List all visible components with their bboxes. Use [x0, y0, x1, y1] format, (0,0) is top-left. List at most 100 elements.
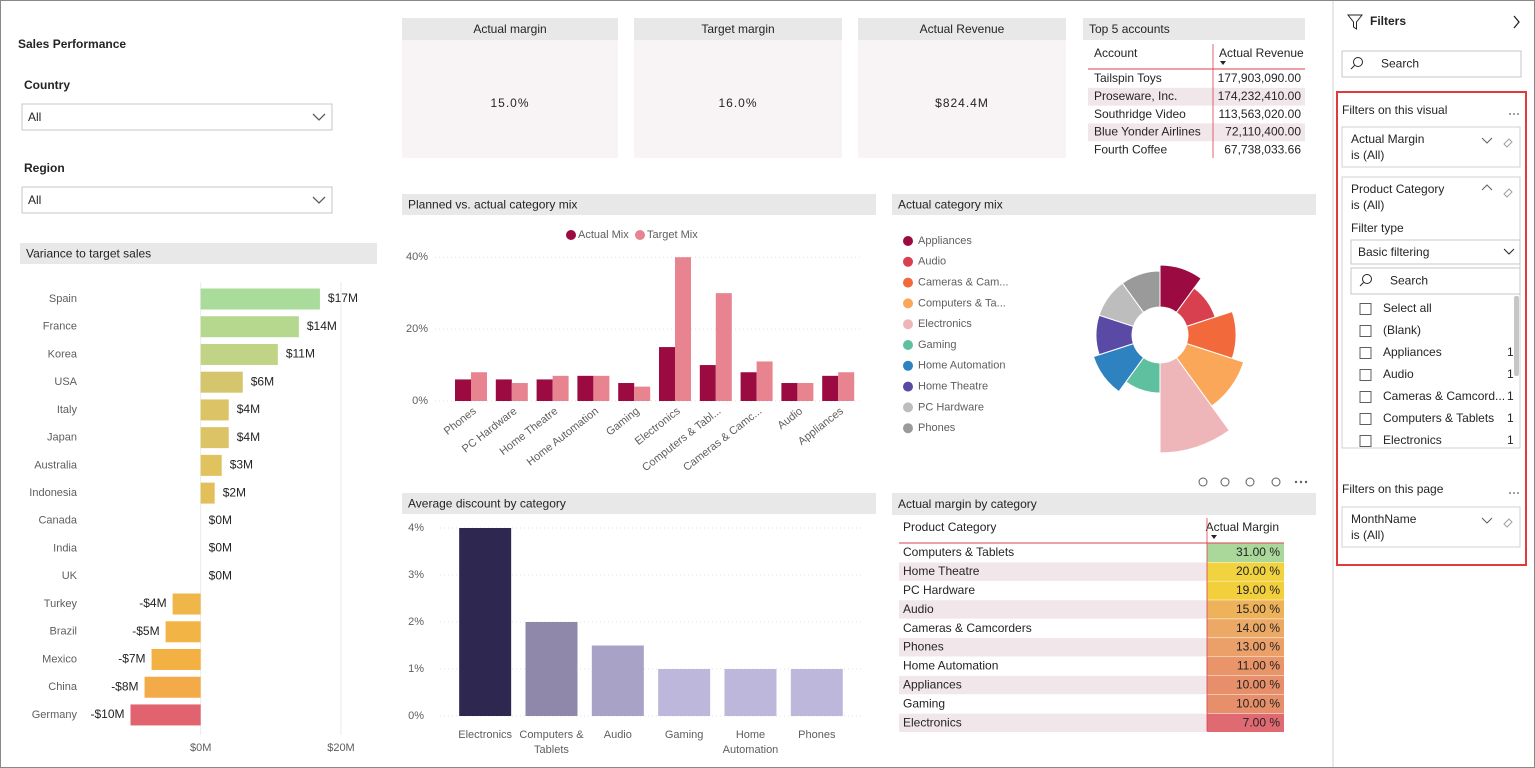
y-tick-label: Germany	[32, 709, 78, 721]
more-dot	[1509, 492, 1511, 494]
checkbox[interactable]	[1359, 413, 1372, 425]
legend-label: Home Automation	[918, 360, 1005, 372]
legend-marker	[903, 360, 913, 371]
filter-card[interactable]	[1341, 506, 1521, 548]
toolbar-icon[interactable]	[1198, 477, 1208, 487]
kpi-header	[402, 18, 618, 40]
bar	[699, 365, 716, 401]
rose-sector	[1159, 356, 1231, 454]
bar	[577, 375, 594, 401]
visual-title: Actual margin by category	[898, 497, 1037, 511]
more-dot	[1509, 113, 1511, 115]
bar	[634, 386, 651, 401]
more-dot	[1517, 113, 1519, 115]
column-header: Product Category	[903, 520, 996, 534]
legend-label: PC Hardware	[918, 401, 984, 413]
column-header: Account	[1094, 46, 1138, 60]
slicer-dropdown[interactable]	[21, 103, 333, 131]
legend-marker	[903, 402, 913, 413]
pane-title: Filters	[1370, 14, 1406, 28]
account-name: Tailspin Toys	[1094, 71, 1162, 85]
legend-label: Gaming	[918, 339, 957, 351]
margin-cell	[1207, 694, 1284, 714]
x-tick-label-box: Phones	[798, 729, 835, 741]
legend-marker	[903, 236, 913, 246]
search-icon	[1353, 57, 1363, 67]
legend-label: Phones	[918, 422, 956, 434]
bar	[797, 383, 814, 401]
data-label: $11M	[286, 347, 315, 361]
data-label: -$10M	[90, 707, 124, 721]
row-band	[899, 562, 1207, 582]
data-label: -$8M	[111, 679, 138, 693]
rose-sector	[1186, 310, 1237, 360]
data-label: $3M	[230, 458, 253, 472]
bar	[200, 427, 229, 449]
bar	[525, 622, 578, 716]
checkbox[interactable]	[1359, 391, 1372, 403]
filter-card[interactable]	[1341, 176, 1521, 449]
y-tick-label: Canada	[38, 515, 77, 527]
x-tick-label: Computers & Tablets	[519, 729, 584, 756]
margin-cell	[1207, 656, 1284, 676]
bar	[471, 372, 487, 401]
bar	[200, 288, 320, 310]
rose-sector	[1121, 270, 1161, 314]
filter-item-label: Select all	[1383, 301, 1432, 315]
y-tick-label: UK	[62, 570, 78, 582]
kpi-body	[858, 40, 1066, 158]
margin-value: 15.00 %	[1236, 602, 1280, 616]
y-tick-label: Turkey	[44, 598, 78, 610]
bar	[455, 379, 471, 401]
checkbox[interactable]	[1359, 303, 1372, 315]
y-tick-label: 3%	[408, 569, 424, 581]
checkbox[interactable]	[1359, 369, 1372, 381]
slicer-dropdown[interactable]	[21, 186, 333, 214]
margin-cell	[1207, 600, 1284, 620]
toolbar-icon[interactable]	[1271, 477, 1281, 487]
filter-type-dropdown[interactable]	[1350, 239, 1521, 265]
margin-cell	[1207, 543, 1284, 563]
filter-item-count: 1	[1507, 433, 1514, 447]
bar	[200, 343, 278, 365]
legend-label: Audio	[918, 256, 946, 268]
visual-header	[1083, 18, 1305, 40]
filter-field: Product Category	[1351, 182, 1444, 196]
margin-value: 10.00 %	[1236, 677, 1280, 691]
legend-marker	[903, 423, 913, 434]
visual-header	[20, 243, 377, 264]
filter-item-count: 1	[1507, 345, 1514, 359]
search-box[interactable]	[1350, 267, 1521, 295]
bar	[740, 372, 757, 401]
visual-header	[892, 194, 1316, 215]
checkbox[interactable]	[1359, 325, 1372, 337]
checkbox[interactable]	[1359, 347, 1372, 359]
bar	[200, 371, 243, 393]
kpi-title: Target margin	[701, 22, 774, 36]
category-name: Electronics	[903, 715, 962, 729]
visual-title: Actual category mix	[898, 198, 1003, 212]
toolbar-icon[interactable]	[1245, 477, 1255, 487]
y-tick-label: China	[48, 681, 78, 693]
category-name: Phones	[903, 640, 944, 654]
x-tick-label: Electronics	[458, 729, 513, 741]
checkbox[interactable]	[1359, 435, 1372, 447]
filter-card[interactable]	[1341, 126, 1521, 168]
search-box[interactable]	[1341, 50, 1522, 78]
toolbar-icon[interactable]	[1220, 477, 1230, 487]
row-band	[899, 713, 1207, 733]
category-name: Cameras & Camcorders	[903, 621, 1032, 635]
bar	[200, 316, 299, 338]
filter-state: is (All)	[1351, 148, 1384, 162]
bar	[151, 648, 201, 670]
collapse-chevron[interactable]	[1513, 15, 1520, 29]
more-dot	[1304, 480, 1308, 484]
y-tick-label: Australia	[34, 459, 78, 471]
bar	[200, 399, 229, 421]
account-revenue: 113,563,020.00	[1218, 107, 1301, 121]
eraser-icon	[1503, 138, 1513, 148]
bar	[790, 669, 843, 716]
kpi-body	[634, 40, 842, 158]
data-label: $2M	[223, 485, 246, 499]
